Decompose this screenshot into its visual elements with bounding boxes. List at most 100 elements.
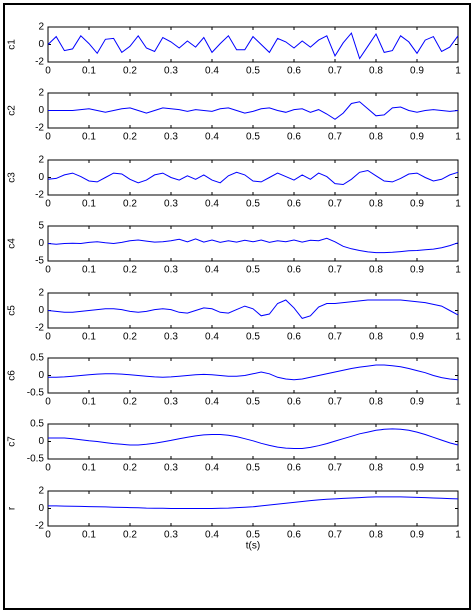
- y-tick-label: 0: [38, 503, 44, 514]
- y-tick-label: -2: [35, 190, 44, 201]
- axes-box: [47, 490, 459, 527]
- x-tick-label: 1: [455, 199, 461, 210]
- x-tick-label: 0.2: [123, 530, 137, 541]
- x-tick-label: 0.3: [164, 397, 178, 408]
- x-tick-label: 0.6: [287, 265, 301, 276]
- x-tick-label: 1: [455, 530, 461, 541]
- x-tick-label: 0.8: [369, 332, 383, 343]
- x-tick-label: 0.7: [328, 530, 342, 541]
- y-tick-label: -5: [35, 256, 44, 267]
- x-tick-label: 0.4: [205, 332, 219, 343]
- x-tick-label: 0: [45, 463, 51, 474]
- x-tick-label: 0.3: [164, 463, 178, 474]
- x-tick-label: 0: [45, 199, 51, 210]
- x-tick-label: 0: [45, 132, 51, 143]
- signal-line: [47, 237, 459, 254]
- x-tick-label: 0.1: [82, 332, 96, 343]
- x-tick-label: 0.6: [287, 199, 301, 210]
- x-tick-label: 0.3: [164, 332, 178, 343]
- y-tick-label: 0: [38, 39, 44, 50]
- signal-line: [48, 364, 459, 381]
- axes-box: [47, 292, 459, 329]
- x-tick-label: 0.6: [287, 397, 301, 408]
- x-tick-label: 0.9: [410, 530, 424, 541]
- signal-line: [47, 169, 459, 186]
- y-tick-label: -0.5: [27, 454, 45, 465]
- x-tick-label: 1: [455, 132, 461, 143]
- signal-line: [47, 32, 459, 60]
- x-tick-label: 0.5: [246, 463, 260, 474]
- signal-line: [48, 496, 459, 509]
- y-axis-label: c5: [7, 305, 18, 316]
- x-tick-label: 0.4: [205, 132, 219, 143]
- x-tick-label: 0.7: [328, 132, 342, 143]
- x-tick-label: 0.6: [287, 463, 301, 474]
- x-tick-label: 0.3: [164, 199, 178, 210]
- y-axis-label: c7: [7, 436, 18, 447]
- x-tick-label: 0.5: [246, 332, 260, 343]
- x-tick-label: 0.1: [82, 463, 96, 474]
- x-tick-label: 0.9: [410, 132, 424, 143]
- y-tick-label: -0.5: [27, 388, 45, 399]
- x-tick-label: 0.9: [410, 397, 424, 408]
- y-tick-label: -2: [35, 57, 44, 68]
- x-tick-label: 0.7: [328, 463, 342, 474]
- x-tick-label: 0.9: [410, 66, 424, 77]
- x-tick-label: 0.7: [328, 66, 342, 77]
- x-tick-label: 0.4: [205, 199, 219, 210]
- x-tick-label: 0.9: [410, 463, 424, 474]
- signal-line: [48, 428, 459, 449]
- x-tick-label: 0.8: [369, 199, 383, 210]
- x-tick-label: 0.1: [82, 199, 96, 210]
- x-tick-label: 0.9: [410, 265, 424, 276]
- x-tick-label: 0.3: [164, 530, 178, 541]
- x-tick-label: 0: [45, 397, 51, 408]
- x-tick-label: 1: [455, 397, 461, 408]
- y-tick-label: -2: [35, 323, 44, 334]
- y-axis-label: r: [7, 506, 18, 510]
- axes-box: [47, 159, 459, 196]
- y-tick-label: 0: [38, 172, 44, 183]
- x-tick-label: 0.7: [328, 397, 342, 408]
- x-tick-label: 0.2: [123, 199, 137, 210]
- x-tick-label: 0.8: [369, 265, 383, 276]
- x-tick-label: 0.1: [82, 66, 96, 77]
- x-tick-label: 0.4: [205, 66, 219, 77]
- x-tick-label: 0.4: [205, 397, 219, 408]
- y-tick-label: 0.5: [30, 353, 44, 364]
- x-tick-label: 0.5: [246, 132, 260, 143]
- x-tick-label: 0.6: [287, 132, 301, 143]
- signal-line: [48, 101, 459, 120]
- x-tick-label: 0.8: [369, 397, 383, 408]
- x-tick-label: 0.9: [410, 199, 424, 210]
- x-axis-label: t(s): [246, 541, 260, 552]
- x-tick-label: 0.8: [369, 132, 383, 143]
- y-tick-label: 0: [38, 436, 44, 447]
- axes-box: [47, 357, 459, 394]
- x-tick-label: 0.4: [205, 530, 219, 541]
- x-tick-label: 0.5: [246, 397, 260, 408]
- x-tick-label: 0.7: [328, 199, 342, 210]
- x-tick-label: 0.1: [82, 265, 96, 276]
- y-axis-label: c2: [7, 105, 18, 116]
- x-tick-label: 0: [45, 265, 51, 276]
- x-tick-label: 0.7: [328, 332, 342, 343]
- y-axis-label: c4: [7, 238, 18, 249]
- x-tick-label: 1: [455, 265, 461, 276]
- x-tick-label: 0.8: [369, 463, 383, 474]
- x-tick-label: 0.3: [164, 265, 178, 276]
- x-tick-label: 0.5: [246, 265, 260, 276]
- x-tick-label: 0.2: [123, 397, 137, 408]
- x-tick-label: 0.6: [287, 66, 301, 77]
- y-tick-label: 5: [38, 221, 44, 232]
- x-tick-label: 0.5: [246, 66, 260, 77]
- y-tick-label: 2: [38, 88, 44, 99]
- y-axis-label: c1: [7, 39, 18, 50]
- x-tick-label: 0.6: [287, 332, 301, 343]
- x-tick-label: 0.2: [123, 265, 137, 276]
- x-tick-label: 0.4: [205, 265, 219, 276]
- axes-box: [47, 26, 459, 63]
- y-tick-label: 2: [38, 288, 44, 299]
- x-tick-label: 0.1: [82, 530, 96, 541]
